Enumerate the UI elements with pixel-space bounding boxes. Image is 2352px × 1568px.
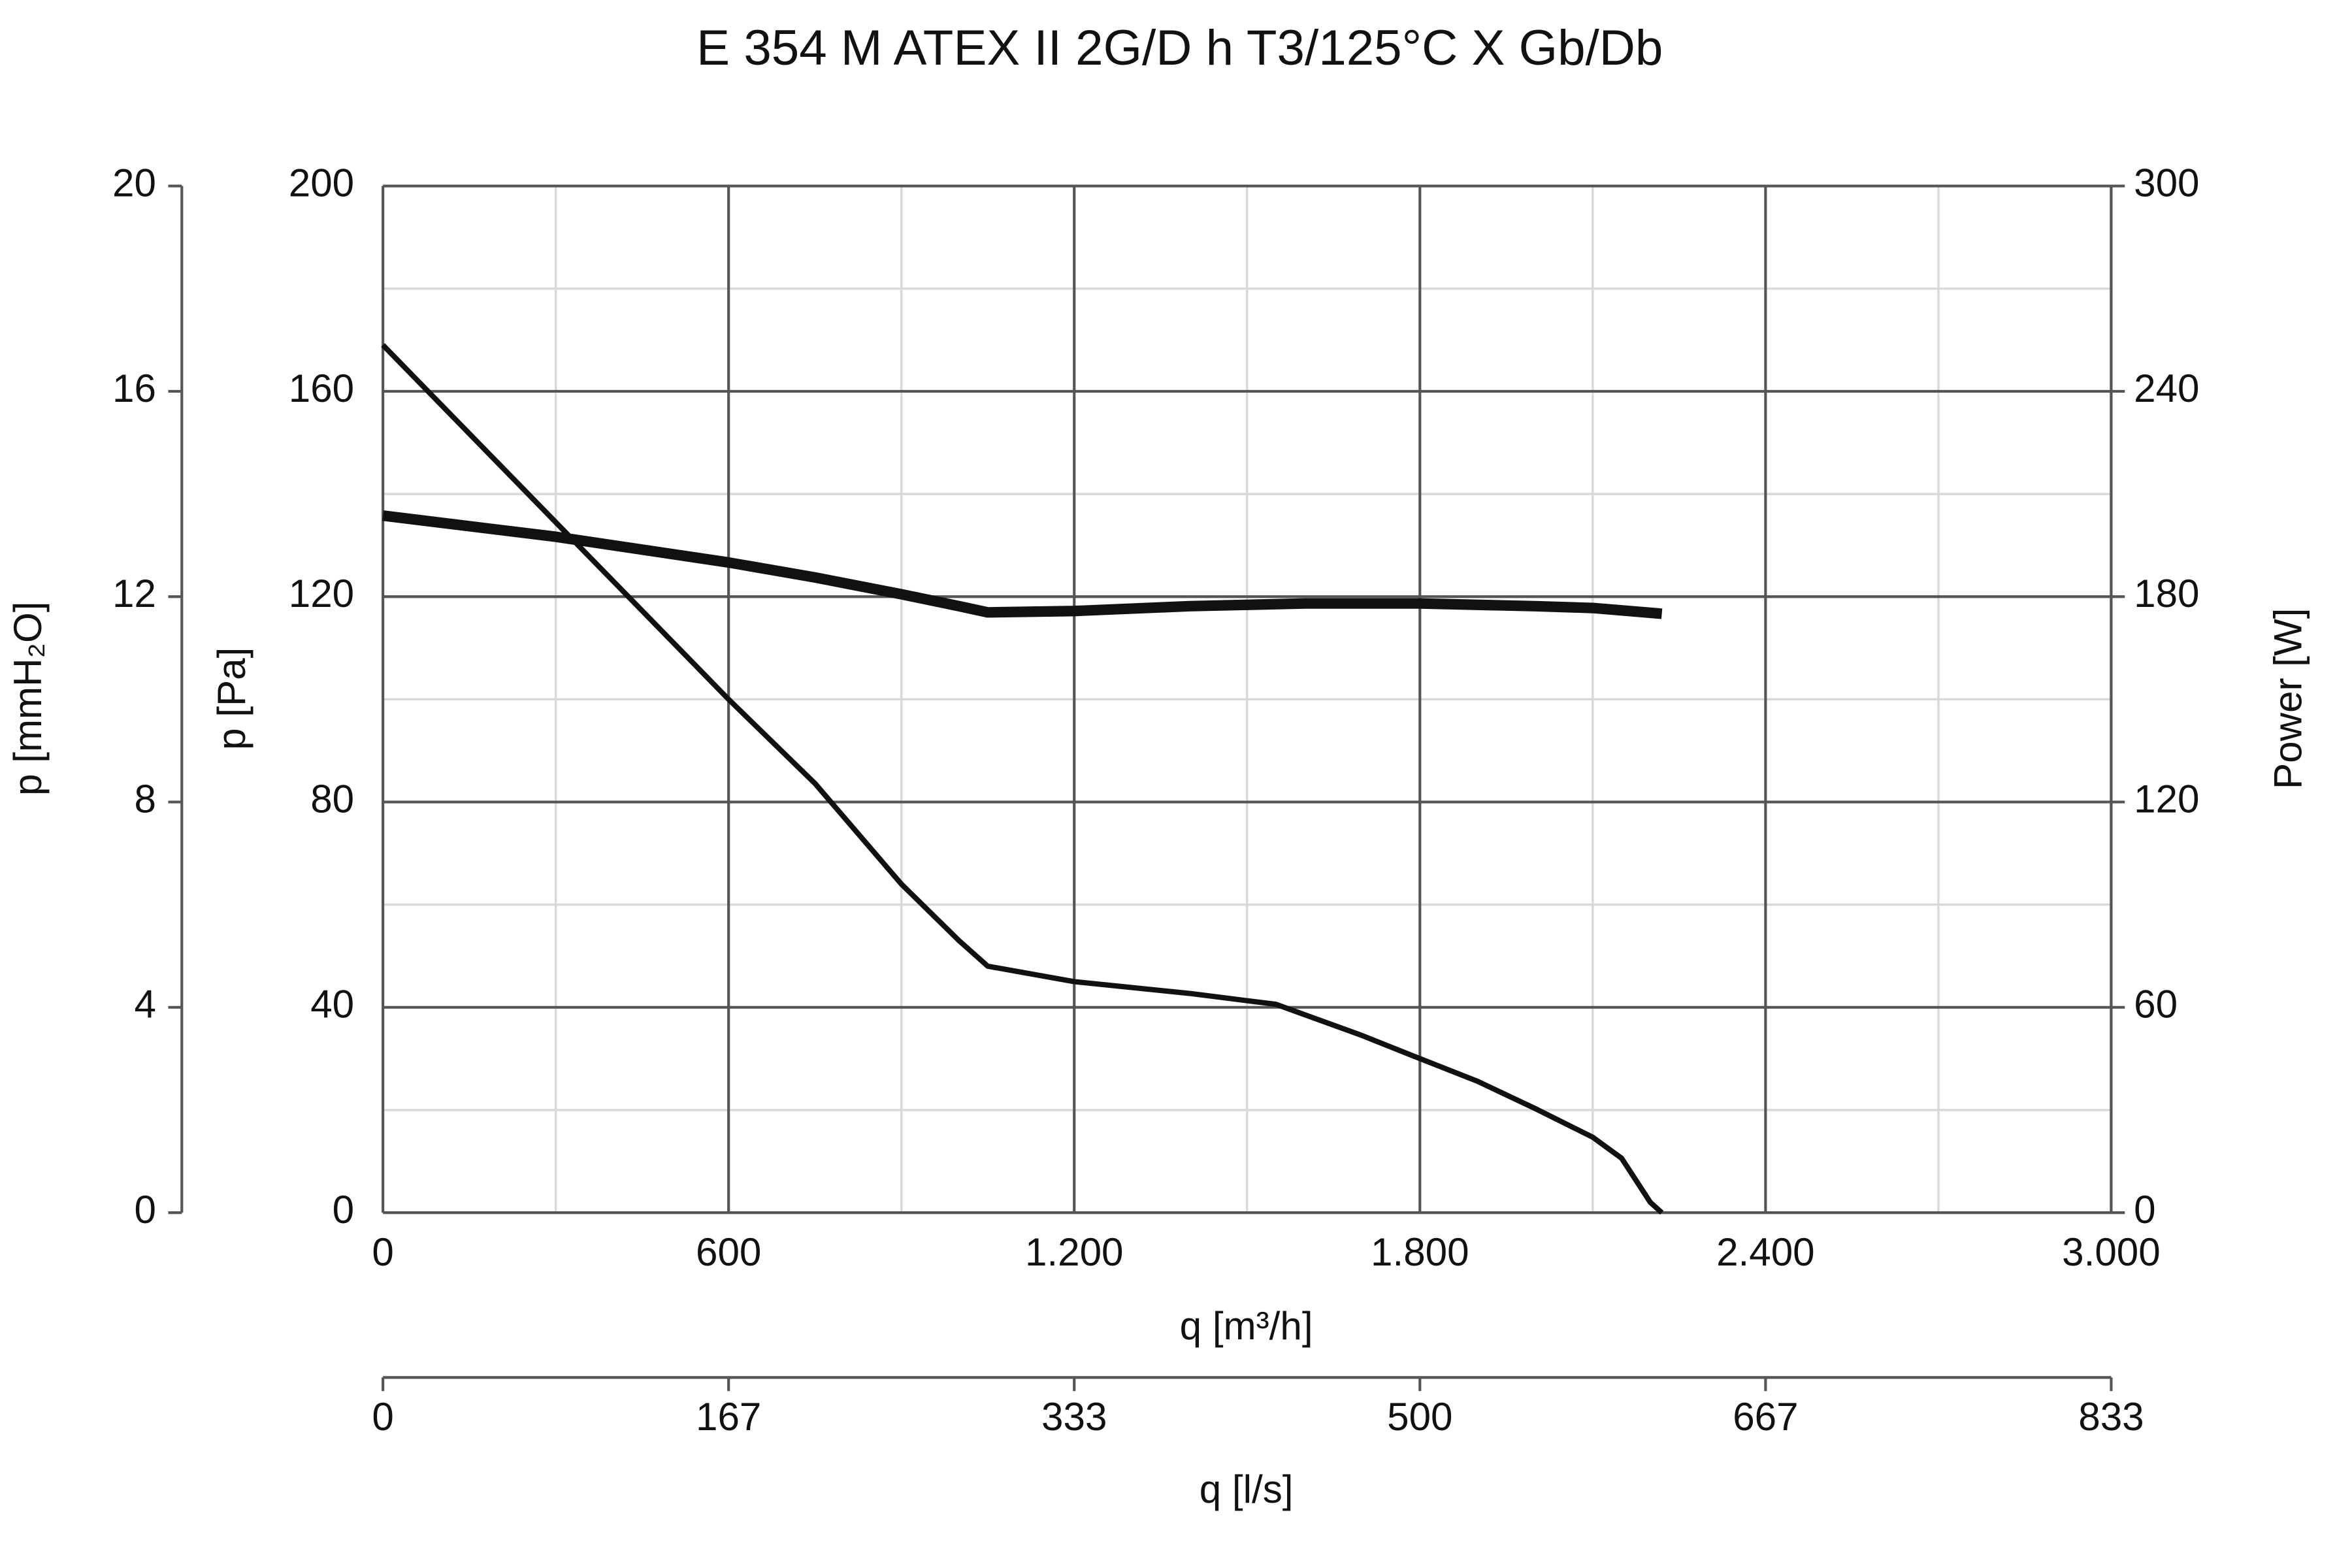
x2-tick-label: 500 — [1387, 1395, 1452, 1439]
x-axis-label: q [m³/h] — [1180, 1304, 1313, 1348]
pressure-line — [381, 343, 1664, 1215]
y3-tick-label: 0 — [134, 1188, 155, 1232]
x2-tick-label: 0 — [372, 1395, 393, 1439]
y-tick-label: 40 — [310, 983, 354, 1026]
x-tick-label: 600 — [696, 1230, 761, 1274]
x2-tick-label: 833 — [2078, 1395, 2144, 1439]
y-tick-label: 120 — [289, 572, 354, 615]
y3-tick-label: 16 — [112, 367, 156, 410]
x-tick-label: 3.000 — [2062, 1230, 2161, 1274]
x2-axis-label: q [l/s] — [1200, 1467, 1294, 1511]
y3-axis-label: p [mmH₂O] — [6, 602, 50, 796]
x2-tick-label: 333 — [1041, 1395, 1107, 1439]
power-line — [382, 510, 1663, 619]
y2-tick-label: 300 — [2134, 161, 2199, 205]
chart-title: E 354 M ATEX II 2G/D h T3/125°C X Gb/Db — [696, 20, 1663, 76]
y-tick-label: 80 — [310, 777, 354, 821]
y3-tick-label: 8 — [134, 777, 155, 821]
y2-tick-label: 0 — [2134, 1188, 2155, 1232]
x-tick-label: 0 — [372, 1230, 393, 1274]
x2-tick-label: 167 — [696, 1395, 761, 1439]
y-tick-label: 160 — [289, 367, 354, 410]
x-tick-label: 2.400 — [1716, 1230, 1815, 1274]
y2-axis-label: Power [W] — [2266, 608, 2310, 789]
y3-tick-label: 20 — [112, 161, 156, 205]
y-tick-label: 200 — [289, 161, 354, 205]
y2-tick-label: 180 — [2134, 572, 2199, 615]
x-tick-label: 1.200 — [1025, 1230, 1124, 1274]
y3-tick-label: 4 — [134, 983, 155, 1026]
y-axis-label: p [Pa] — [210, 647, 253, 750]
y3-tick-label: 12 — [112, 572, 156, 615]
y2-tick-label: 240 — [2134, 367, 2199, 410]
y2-tick-label: 60 — [2134, 983, 2178, 1026]
y-tick-label: 0 — [333, 1188, 354, 1232]
y2-tick-label: 120 — [2134, 777, 2199, 821]
x-tick-label: 1.800 — [1371, 1230, 1469, 1274]
x2-tick-label: 667 — [1733, 1395, 1798, 1439]
